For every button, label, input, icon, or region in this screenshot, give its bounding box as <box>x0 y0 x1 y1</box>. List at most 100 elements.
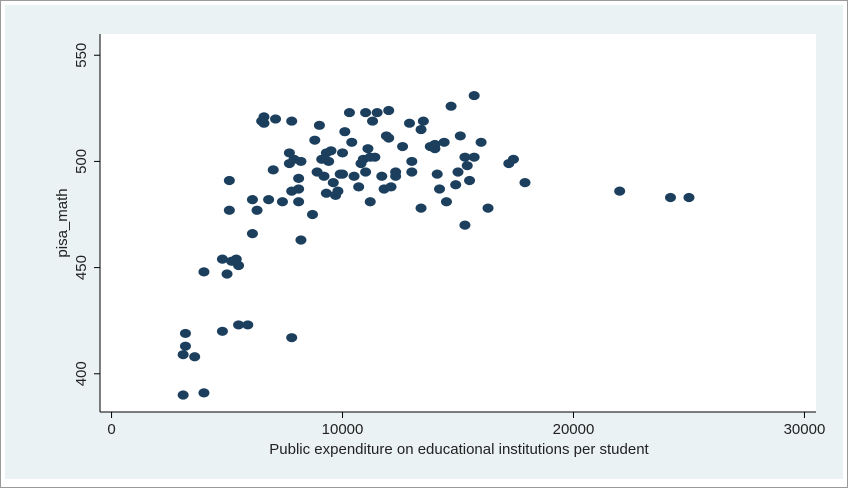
data-point <box>461 161 473 171</box>
data-point <box>263 195 275 205</box>
data-point <box>246 195 258 205</box>
data-point <box>450 180 462 190</box>
data-point <box>431 169 443 179</box>
data-point <box>429 139 441 150</box>
data-point <box>216 254 228 264</box>
data-point <box>415 203 427 213</box>
data-point <box>242 320 254 330</box>
data-point <box>177 350 189 360</box>
data-point <box>390 167 402 177</box>
data-point <box>507 154 519 164</box>
ticks-layer: 0 10000 20000 30000 400 450 500 550 <box>73 43 825 438</box>
data-point <box>362 144 374 154</box>
points-layer <box>177 90 695 400</box>
y-axis-title: pisa_math <box>54 188 71 257</box>
data-point <box>233 320 245 330</box>
data-point <box>286 116 298 126</box>
data-point <box>293 173 305 184</box>
data-point <box>327 178 339 188</box>
data-point <box>367 116 379 126</box>
data-point <box>459 220 471 230</box>
data-point <box>337 148 349 158</box>
data-point <box>664 192 676 203</box>
data-point <box>468 90 480 101</box>
data-point <box>258 112 270 122</box>
data-point <box>383 133 395 143</box>
data-point <box>337 169 349 179</box>
data-point <box>251 205 263 215</box>
data-point <box>198 388 210 398</box>
data-point <box>189 352 201 362</box>
data-point <box>614 186 626 196</box>
data-point <box>346 137 358 147</box>
data-point <box>364 197 376 207</box>
x-tick-label: 10000 <box>322 421 364 438</box>
data-point <box>216 326 228 336</box>
data-point <box>369 152 381 162</box>
data-point <box>406 156 418 167</box>
data-point <box>320 188 332 198</box>
data-point <box>258 118 270 128</box>
data-point <box>683 192 695 203</box>
data-point <box>445 101 457 111</box>
data-point <box>295 156 307 167</box>
y-tick-label: 400 <box>73 361 90 386</box>
data-point <box>482 203 494 213</box>
x-tick-label: 20000 <box>553 421 595 438</box>
y-tick-label: 550 <box>73 43 90 68</box>
x-tick-label: 30000 <box>784 421 826 438</box>
data-point <box>339 127 351 137</box>
data-point <box>475 137 487 147</box>
data-point <box>360 167 372 177</box>
data-point <box>267 165 279 175</box>
data-point <box>313 120 325 130</box>
data-point <box>385 182 397 192</box>
data-point <box>376 171 388 181</box>
x-tick-label: 0 <box>107 421 115 438</box>
data-point <box>246 229 258 239</box>
data-point <box>198 267 210 277</box>
data-point <box>270 114 282 124</box>
plot-area <box>100 34 816 412</box>
data-point <box>223 205 235 215</box>
data-point <box>233 260 245 271</box>
data-point <box>276 197 288 207</box>
data-point <box>221 269 233 279</box>
data-point <box>397 141 409 152</box>
data-point <box>415 124 427 135</box>
data-point <box>440 197 452 207</box>
data-point <box>371 107 383 118</box>
data-point <box>353 182 365 192</box>
data-point <box>293 197 305 207</box>
data-point <box>179 341 191 351</box>
data-point <box>179 328 191 339</box>
data-point <box>325 146 337 156</box>
data-point <box>454 131 466 141</box>
y-tick-label: 450 <box>73 255 90 280</box>
data-point <box>332 186 344 196</box>
data-point <box>348 171 360 181</box>
data-point <box>438 137 450 147</box>
data-point <box>223 175 235 186</box>
data-point <box>293 184 305 194</box>
data-point <box>406 167 418 177</box>
data-point <box>464 175 476 186</box>
data-point <box>417 116 429 126</box>
data-point <box>403 118 415 128</box>
x-axis-title: Public expenditure on educational instit… <box>269 441 649 458</box>
data-point <box>519 178 531 188</box>
data-point <box>318 171 330 181</box>
data-point <box>323 156 335 167</box>
data-point <box>343 107 355 118</box>
data-point <box>309 135 321 145</box>
data-point <box>452 167 464 177</box>
data-point <box>468 152 480 162</box>
data-point <box>383 105 395 116</box>
data-point <box>360 107 372 118</box>
data-point <box>459 152 471 162</box>
data-point <box>306 209 318 220</box>
data-point <box>177 390 189 400</box>
y-tick-label: 500 <box>73 149 90 174</box>
